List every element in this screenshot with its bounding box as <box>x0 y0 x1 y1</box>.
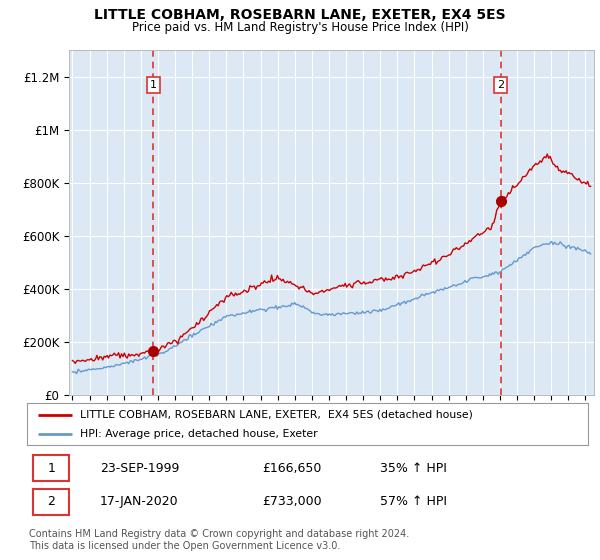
Text: £733,000: £733,000 <box>263 495 322 508</box>
Text: £166,650: £166,650 <box>263 461 322 475</box>
FancyBboxPatch shape <box>32 489 69 515</box>
FancyBboxPatch shape <box>32 455 69 481</box>
Text: Price paid vs. HM Land Registry's House Price Index (HPI): Price paid vs. HM Land Registry's House … <box>131 21 469 34</box>
Text: 2: 2 <box>497 80 504 90</box>
Text: 35% ↑ HPI: 35% ↑ HPI <box>380 461 448 475</box>
Text: HPI: Average price, detached house, Exeter: HPI: Average price, detached house, Exet… <box>80 429 318 439</box>
Text: 1: 1 <box>150 80 157 90</box>
Text: 57% ↑ HPI: 57% ↑ HPI <box>380 495 448 508</box>
Text: 1: 1 <box>47 461 55 475</box>
Text: 17-JAN-2020: 17-JAN-2020 <box>100 495 179 508</box>
Text: LITTLE COBHAM, ROSEBARN LANE, EXETER, EX4 5ES: LITTLE COBHAM, ROSEBARN LANE, EXETER, EX… <box>94 8 506 22</box>
Text: 23-SEP-1999: 23-SEP-1999 <box>100 461 179 475</box>
Text: 2: 2 <box>47 495 55 508</box>
Text: LITTLE COBHAM, ROSEBARN LANE, EXETER,  EX4 5ES (detached house): LITTLE COBHAM, ROSEBARN LANE, EXETER, EX… <box>80 409 473 419</box>
Text: Contains HM Land Registry data © Crown copyright and database right 2024.
This d: Contains HM Land Registry data © Crown c… <box>29 529 409 551</box>
